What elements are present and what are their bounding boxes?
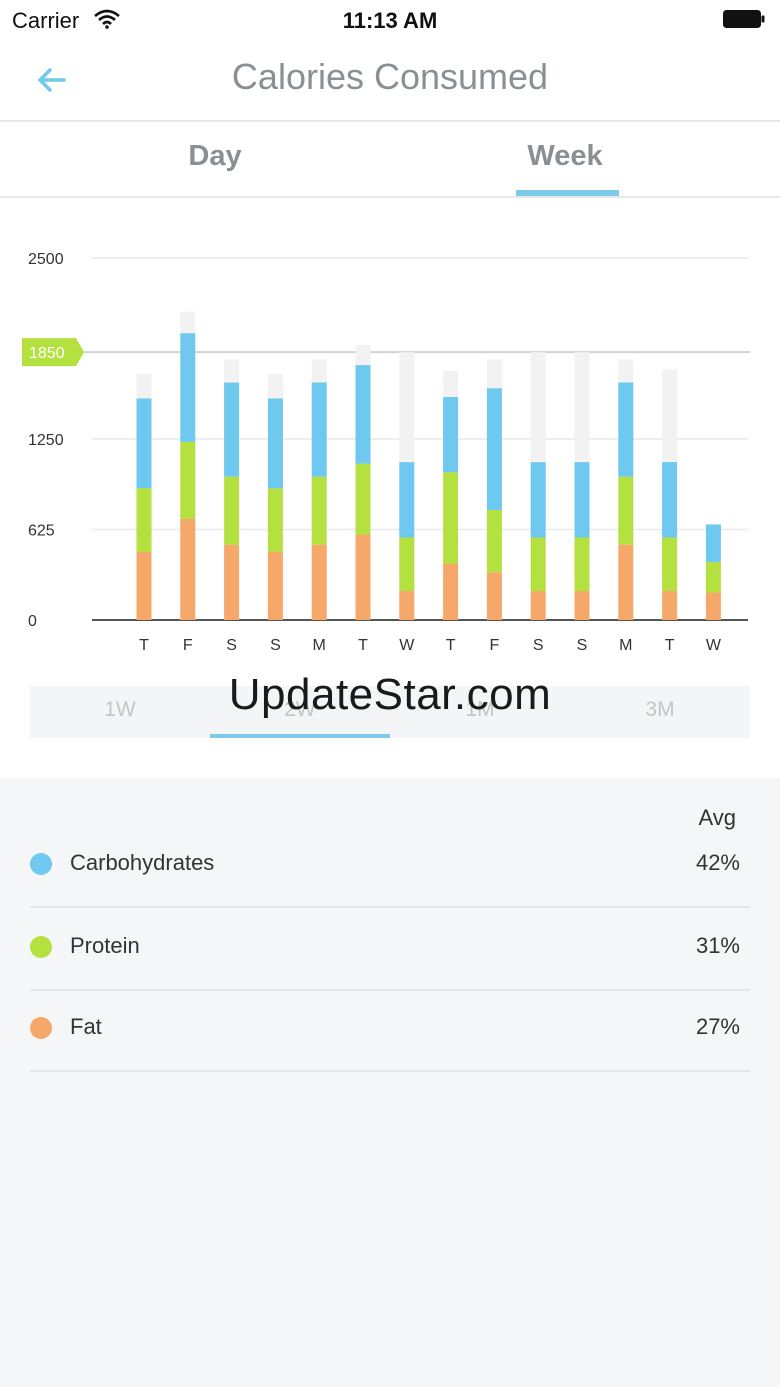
x-tick-label: F (183, 637, 193, 654)
range-option-3m[interactable]: 3M (645, 698, 675, 721)
x-tick-label: W (706, 637, 722, 654)
range-selected-underline (210, 734, 390, 738)
battery-icon (723, 10, 765, 28)
bar-carbohydrates (355, 365, 371, 464)
bar-fat (355, 534, 371, 620)
bar-carbohydrates (180, 333, 196, 442)
bar-protein (136, 488, 152, 552)
bar-protein (180, 441, 196, 519)
protein-dot (30, 936, 52, 958)
watermark: UpdateStar.com (228, 670, 552, 719)
bar-protein (399, 537, 415, 592)
protein-avg: 31% (695, 933, 740, 958)
tab-week[interactable]: Week (527, 140, 603, 172)
legend-row-carbohydrates: Carbohydrates 42% (30, 824, 750, 908)
y-tick-label: 0 (28, 613, 37, 630)
x-tick-label: T (139, 637, 149, 654)
bar-fat (530, 591, 546, 620)
bar-carbohydrates (705, 524, 721, 563)
wifi-icon (94, 9, 120, 29)
bar-carbohydrates (443, 397, 459, 473)
fat-label: Fat (70, 1014, 102, 1039)
bar-carbohydrates (267, 398, 283, 489)
goal-marker-label: 1850 (29, 345, 65, 362)
bar-fat (136, 551, 152, 620)
x-tick-label: M (313, 637, 326, 654)
bar-protein (224, 476, 240, 545)
bar-carbohydrates (224, 382, 240, 477)
x-tick-label: M (619, 637, 632, 654)
bar-protein (311, 476, 327, 545)
fat-dot (30, 1017, 52, 1039)
fat-avg: 27% (695, 1014, 740, 1039)
range-option-2w[interactable]: 2W (284, 698, 316, 721)
bar-protein (443, 472, 459, 564)
range-option-1m[interactable]: 1M (465, 698, 495, 721)
calories-chart-svg: 0 625 1250 2500 1850 T F S S M T W T F S S M T W (22, 251, 750, 654)
x-tick-label: S (577, 637, 588, 654)
bar-protein (530, 537, 546, 592)
x-tick-label: T (446, 637, 456, 654)
bar-fat (180, 518, 196, 620)
bar-fat (399, 591, 415, 620)
bar-carbohydrates (136, 398, 152, 489)
bar-carbohydrates (530, 462, 546, 538)
x-tick-label: F (490, 637, 500, 654)
bar-fat (224, 544, 240, 620)
avg-column-header: Avg (698, 805, 736, 830)
bar-fat (443, 563, 459, 620)
bar-carbohydrates (574, 462, 590, 538)
bar-carbohydrates (662, 462, 678, 538)
bar-carbohydrates (399, 462, 415, 538)
tab-week-underline (516, 190, 619, 196)
bar-fat (705, 592, 721, 620)
x-tick-label: T (358, 637, 368, 654)
bar-fat (486, 572, 502, 620)
tab-day[interactable]: Day (188, 140, 242, 172)
range-option-1w[interactable]: 1W (104, 698, 136, 721)
bar-fat (618, 544, 634, 620)
bar-protein (267, 488, 283, 552)
carbohydrates-dot (30, 853, 52, 875)
carbohydrates-label: Carbohydrates (70, 850, 215, 875)
range-selector: 1W 2W 1M 3M (30, 686, 750, 738)
bar-fat (662, 591, 678, 620)
nav-bar: Calories Consumed (0, 40, 780, 122)
back-arrow-icon[interactable] (34, 62, 70, 98)
legend-row-fat: Fat 27% (30, 988, 750, 1072)
carbohydrates-avg: 42% (695, 850, 740, 875)
bar-protein (705, 562, 721, 593)
page-title: Calories Consumed (231, 56, 549, 97)
x-tick-label: W (399, 637, 415, 654)
x-tick-label: T (665, 637, 675, 654)
bar-protein (662, 537, 678, 592)
legend-row-protein: Protein 31% (30, 907, 750, 991)
top-panel (0, 0, 780, 778)
status-bar: Carrier 11:13 AM (0, 0, 780, 40)
bar-protein (486, 509, 502, 573)
calories-chart: 0 625 1250 2500 1850 T F S S M T W T F S S M T W (0, 200, 780, 670)
protein-label: Protein (70, 933, 140, 958)
bar-carbohydrates (618, 382, 634, 477)
bar-fat (311, 544, 327, 620)
goal-marker (22, 338, 84, 367)
bar-protein (618, 476, 634, 545)
status-time: 11:13 AM (342, 8, 438, 33)
y-tick-label: 625 (28, 523, 55, 540)
bar-fat (574, 591, 590, 620)
y-tick-label: 2500 (28, 251, 64, 268)
period-tabs: Day Week (0, 122, 780, 198)
x-tick-label: S (270, 637, 281, 654)
bar-protein (355, 463, 371, 535)
bar-carbohydrates (486, 388, 502, 510)
x-tick-label: S (226, 637, 237, 654)
bar-protein (574, 537, 590, 592)
carrier-label: Carrier (12, 8, 80, 33)
bar-carbohydrates (311, 382, 327, 477)
x-tick-label: S (533, 637, 544, 654)
y-tick-label: 1250 (28, 432, 64, 449)
bar-fat (267, 551, 283, 620)
